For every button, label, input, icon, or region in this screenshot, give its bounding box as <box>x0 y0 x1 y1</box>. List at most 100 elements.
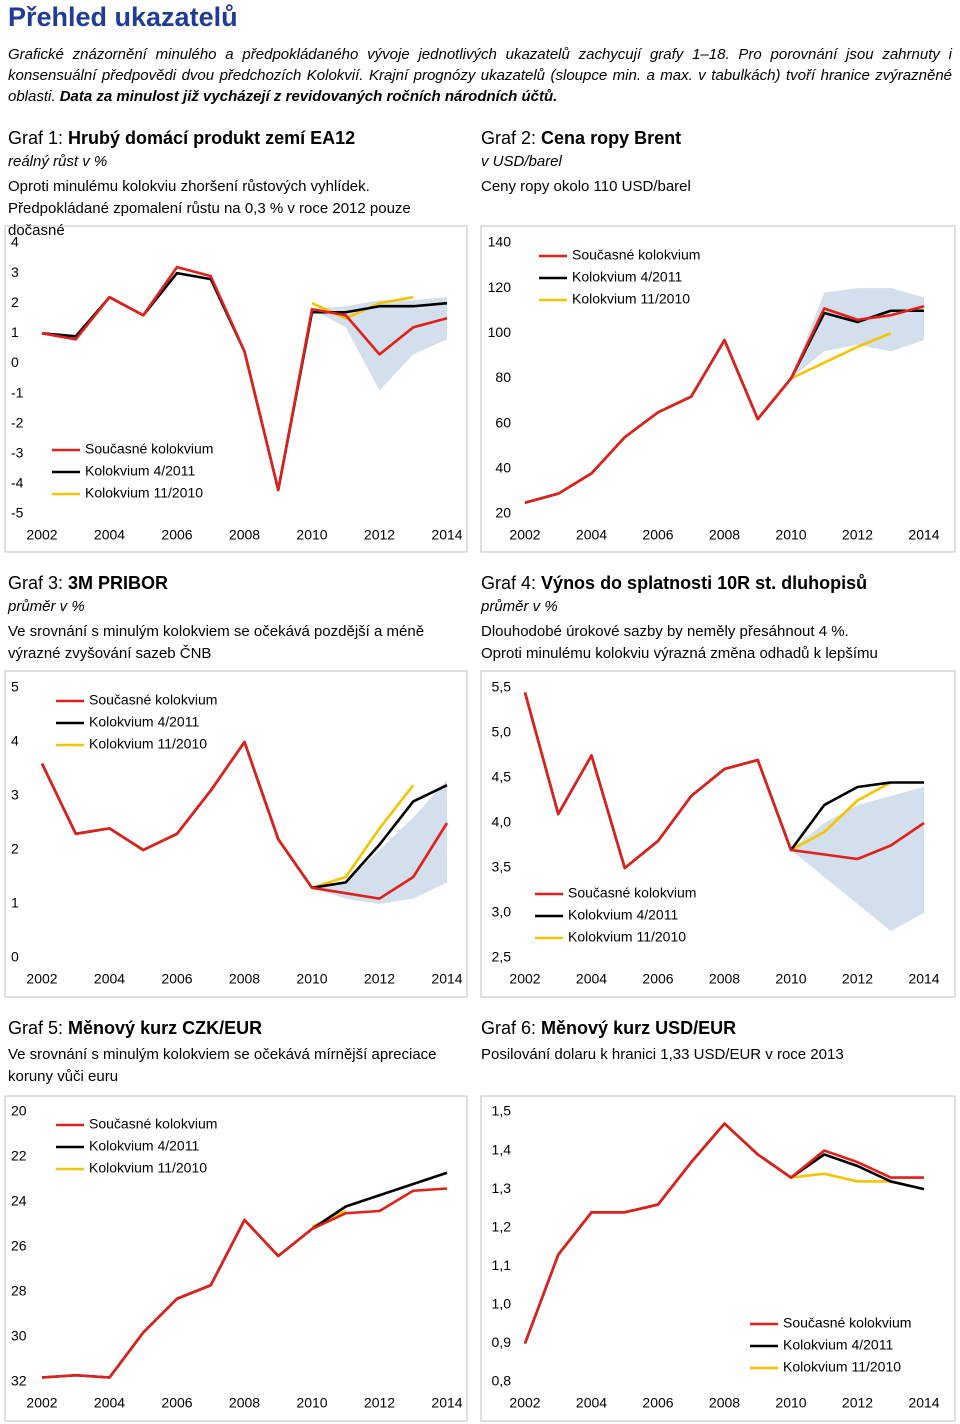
x-tick-label: 2010 <box>296 1395 327 1411</box>
series-line <box>523 1122 924 1344</box>
y-tick-label: 0 <box>11 354 19 370</box>
x-tick-label: 2010 <box>296 971 327 987</box>
x-tick-label: 2006 <box>161 1395 192 1411</box>
chart-title: 3M PRIBOR <box>68 573 169 593</box>
x-tick-label: 2006 <box>161 527 192 543</box>
chart-frame <box>480 225 956 553</box>
note-line: výrazné zvyšování sazeb ČNB <box>8 645 212 662</box>
chart-label: Graf 2: <box>481 128 537 148</box>
series-line <box>790 781 892 852</box>
y-tick-label: 0,9 <box>492 1334 512 1350</box>
legend-label: Současné kolokvium <box>89 692 217 708</box>
legend-label: Současné kolokvium <box>85 441 213 457</box>
chart-heading: Graf 4: Výnos do splatnosti 10R st. dluh… <box>481 570 951 596</box>
legend-label: Kolokvium 4/2011 <box>85 463 195 479</box>
chart-frame <box>4 1095 468 1422</box>
note-line: Ve srovnání s minulým kolokviem se očeká… <box>8 1046 437 1063</box>
note-line: Oproti minulému kolokviu zhoršení růstov… <box>8 178 370 195</box>
series-line <box>524 304 925 504</box>
y-tick-label: 2,5 <box>492 949 512 965</box>
y-tick-label: 4 <box>11 733 19 749</box>
series-line <box>311 295 414 320</box>
series-line <box>790 332 892 380</box>
chart-header: Graf 6: Měnový kurz USD/EUR Posilování do… <box>481 1015 951 1066</box>
x-tick-label: 2006 <box>642 971 673 987</box>
x-tick-label: 2002 <box>509 971 540 987</box>
y-tick-label: 3,5 <box>492 859 512 875</box>
chart-heading: Graf 3: 3M PRIBOR <box>8 570 466 596</box>
y-tick-label: -4 <box>11 475 24 491</box>
x-tick-label: 2004 <box>94 527 125 543</box>
x-tick-label: 2012 <box>364 527 395 543</box>
y-tick-label: 1 <box>11 324 19 340</box>
y-tick-label: 1,2 <box>492 1218 512 1234</box>
chart-title: Měnový kurz USD/EUR <box>541 1018 737 1038</box>
series-line <box>41 1187 448 1379</box>
x-tick-label: 2002 <box>509 527 540 543</box>
forecast-range <box>312 779 447 904</box>
x-tick-label: 2008 <box>709 527 740 543</box>
y-tick-label: 5,5 <box>492 679 512 695</box>
x-tick-label: 2006 <box>642 1395 673 1411</box>
chart-note: Ve srovnání s minulým kolokviem se očeká… <box>8 621 466 665</box>
x-tick-label: 2012 <box>842 971 873 987</box>
chart-label: Graf 3: <box>8 573 64 593</box>
chart-title: Hrubý domácí produkt zemí EA12 <box>68 128 356 148</box>
note-line: Dlouhodobé úrokové sazby by neměly přesá… <box>481 623 849 640</box>
y-tick-label: -2 <box>11 414 24 430</box>
chart-note: Dlouhodobé úrokové sazby by neměly přesá… <box>481 621 951 665</box>
x-tick-label: 2002 <box>26 527 57 543</box>
x-tick-label: 2012 <box>842 1395 873 1411</box>
chart-note: Ve srovnání s minulým kolokviem se očeká… <box>8 1044 466 1088</box>
series-line <box>40 740 449 900</box>
chart-note: Oproti minulému kolokviu zhoršení růstov… <box>8 176 466 242</box>
x-tick-label: 2008 <box>709 971 740 987</box>
series-line <box>311 784 415 890</box>
x-tick-label: 2014 <box>908 1395 939 1411</box>
legend-label: Současné kolokvium <box>783 1315 911 1331</box>
y-tick-label: 4,5 <box>492 769 512 785</box>
x-tick-label: 2008 <box>229 971 260 987</box>
intro-text: Data za minulost již vycházejí z revidov… <box>59 88 558 105</box>
x-tick-label: 2012 <box>364 1395 395 1411</box>
y-tick-label: 20 <box>495 505 511 521</box>
chart-header: Graf 3: 3M PRIBOR průměr v % Ve srovnání s… <box>8 570 466 665</box>
y-tick-label: 0 <box>11 949 19 965</box>
note-line: Předpokládané zpomalení růstu na 0,3 % v… <box>8 200 411 239</box>
chart-heading: Graf 5: Měnový kurz CZK/EUR <box>8 1015 466 1041</box>
chart-header: Graf 5: Měnový kurz CZK/EUR Ve srovnání s… <box>8 1015 466 1088</box>
chart-frame <box>4 670 468 998</box>
y-tick-label: 24 <box>11 1193 27 1209</box>
legend-label: Kolokvium 4/2011 <box>572 269 682 285</box>
chart-frame <box>480 1095 956 1422</box>
y-tick-label: -5 <box>11 505 24 521</box>
y-tick-label: 100 <box>488 324 512 340</box>
y-tick-label: 26 <box>11 1238 27 1254</box>
y-tick-label: 40 <box>495 460 511 476</box>
y-tick-label: 1,3 <box>492 1180 512 1196</box>
y-tick-label: 5 <box>11 679 19 695</box>
x-tick-label: 2002 <box>509 1395 540 1411</box>
y-tick-label: 60 <box>495 414 511 430</box>
note-line: Ceny ropy okolo 110 USD/barel <box>481 178 691 195</box>
y-tick-label: 140 <box>488 234 512 250</box>
legend-label: Kolokvium 11/2010 <box>783 1359 901 1375</box>
x-tick-label: 2004 <box>94 1395 125 1411</box>
note-line: koruny vůči euru <box>8 1068 119 1085</box>
y-tick-label: 3 <box>11 787 19 803</box>
y-tick-label: -1 <box>11 384 24 400</box>
y-tick-label: 20 <box>11 1103 27 1119</box>
y-tick-label: 1 <box>11 895 19 911</box>
x-tick-label: 2014 <box>908 971 939 987</box>
chart-header: Graf 1: Hrubý domácí produkt zemí EA12 re… <box>8 125 466 242</box>
y-tick-label: 2 <box>11 841 19 857</box>
legend-label: Současné kolokvium <box>89 1116 217 1132</box>
chart-heading: Graf 6: Měnový kurz USD/EUR <box>481 1015 951 1041</box>
x-tick-label: 2014 <box>431 971 462 987</box>
note-line: Ve srovnání s minulým kolokviem se očeká… <box>8 623 425 640</box>
x-tick-label: 2004 <box>576 527 607 543</box>
chart-label: Graf 4: <box>481 573 537 593</box>
x-tick-label: 2002 <box>26 1395 57 1411</box>
chart-subtitle: průměr v % <box>481 598 558 615</box>
